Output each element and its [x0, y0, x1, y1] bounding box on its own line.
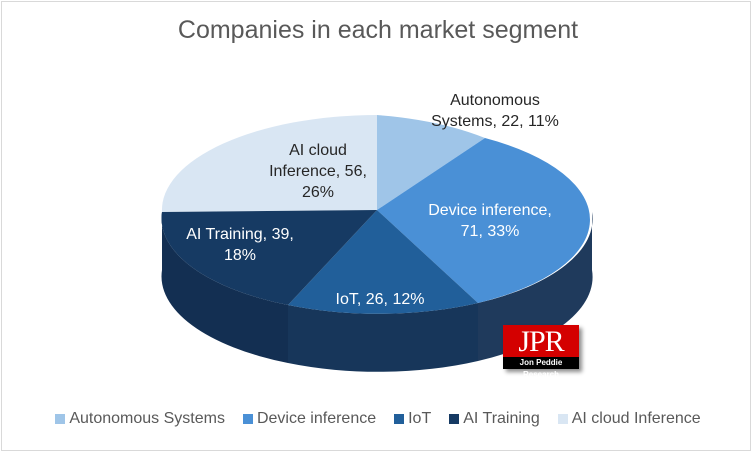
- label-iot: IoT, 26, 12%: [320, 289, 440, 310]
- label-line: IoT, 26, 12%: [335, 291, 425, 308]
- legend-swatch: [55, 414, 66, 424]
- legend-item-device-inference[interactable]: Device inference: [242, 410, 377, 428]
- legend: Autonomous Systems Device inference IoT …: [0, 410, 756, 428]
- chart-title: Companies in each market segment: [177, 16, 579, 44]
- logo-main: JPR: [503, 325, 579, 358]
- label-line: Device inference,: [428, 202, 552, 219]
- label-line: 26%: [301, 184, 335, 201]
- legend-label: AI Training: [463, 410, 540, 427]
- label-line: 18%: [223, 247, 257, 264]
- label-line: Inference, 56,: [269, 163, 367, 180]
- label-line: 71, 33%: [460, 223, 520, 240]
- legend-label: IoT: [408, 410, 432, 427]
- label-line: Systems, 22, 11%: [431, 113, 559, 130]
- legend-swatch: [394, 414, 405, 424]
- label-line: Autonomous: [450, 92, 540, 109]
- slice-device-inference: [377, 138, 590, 303]
- label-training: AI Training, 39, 18%: [170, 224, 310, 266]
- jpr-logo: JPR Jon Peddie Research: [503, 325, 579, 379]
- legend-item-iot[interactable]: IoT: [394, 410, 431, 428]
- pie-top: [161, 115, 590, 314]
- slice-ai-cloud-inference: [161, 115, 377, 212]
- label-device: Device inference, 71, 33%: [410, 200, 570, 242]
- legend-item-ai-training[interactable]: AI Training: [449, 410, 540, 428]
- legend-swatch: [242, 414, 253, 424]
- slice-autonomous-systems: [377, 115, 485, 210]
- legend-item-ai-cloud-inference[interactable]: AI cloud Inference: [557, 410, 701, 428]
- logo-sub: Jon Peddie Research: [503, 357, 579, 379]
- legend-swatch: [557, 414, 568, 424]
- label-autonomous: Autonomous Systems, 22, 11%: [420, 90, 570, 132]
- slice-ai-training: [161, 210, 377, 305]
- legend-swatch: [449, 414, 460, 424]
- legend-label: Autonomous Systems: [69, 410, 225, 427]
- legend-label: Device inference: [256, 410, 377, 427]
- label-cloud: AI cloud Inference, 56, 26%: [258, 140, 378, 203]
- label-line: AI cloud: [289, 142, 347, 159]
- legend-label: AI cloud Inference: [571, 410, 701, 427]
- label-line: AI Training, 39,: [186, 226, 294, 243]
- slice-iot: [288, 210, 478, 314]
- pie-side: [161, 212, 593, 372]
- legend-item-autonomous-systems[interactable]: Autonomous Systems: [55, 410, 225, 428]
